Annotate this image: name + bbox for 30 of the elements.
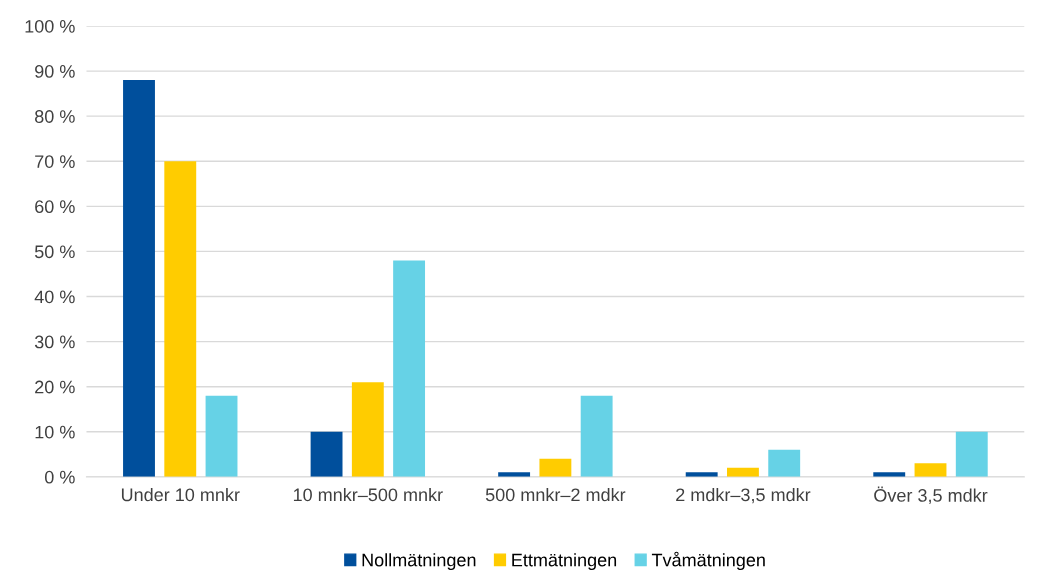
x-tick-label: Under 10 mnkr bbox=[121, 487, 240, 502]
legend-label: Ettmätningen bbox=[512, 553, 617, 571]
y-tick-label: 70 % bbox=[35, 155, 75, 168]
y-tick-label: 80 % bbox=[35, 110, 75, 123]
bar bbox=[914, 463, 947, 477]
bar bbox=[123, 80, 155, 477]
y-tick-label: 50 % bbox=[34, 245, 75, 259]
y-tick-label: 90 % bbox=[35, 65, 75, 78]
bar bbox=[768, 449, 801, 477]
y-tick-label: 30 % bbox=[34, 335, 75, 349]
x-tick-label: Över 3,5 mdkr bbox=[874, 486, 988, 504]
bar bbox=[351, 382, 384, 477]
y-tick-label: 60 % bbox=[35, 200, 75, 214]
y-tick-label: 40 % bbox=[34, 290, 75, 304]
x-tick-label: 2 mdkr–3,5 mdkr bbox=[676, 487, 811, 504]
bar bbox=[580, 395, 613, 477]
bar bbox=[393, 260, 426, 477]
legend-label: Nollmätningen bbox=[362, 553, 476, 571]
bar bbox=[539, 458, 572, 477]
x-tick-label: 10 mnkr–500 mnkr bbox=[293, 487, 443, 502]
y-tick-label: 10 % bbox=[35, 425, 75, 439]
legend-label: Tvåmätningen bbox=[651, 551, 765, 571]
bar bbox=[310, 431, 343, 477]
y-tick-label: 100 % bbox=[25, 19, 75, 33]
x-tick-label: 500 mnkr–2 mdkr bbox=[485, 487, 626, 502]
bar bbox=[205, 395, 238, 477]
bar bbox=[955, 431, 988, 477]
y-tick-label: 0 % bbox=[44, 470, 75, 484]
y-tick-label: 20 % bbox=[35, 380, 75, 394]
bar bbox=[164, 161, 197, 477]
